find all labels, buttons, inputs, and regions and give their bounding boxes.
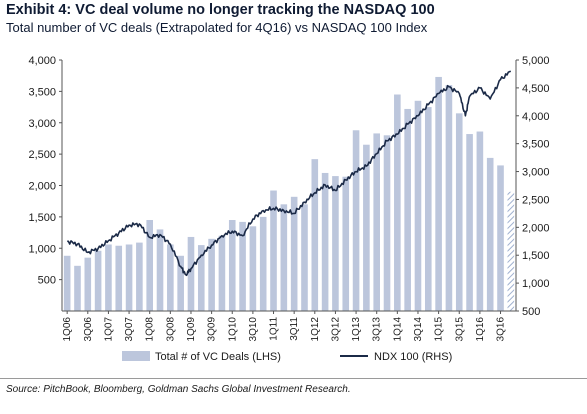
bar bbox=[84, 257, 92, 311]
bar bbox=[115, 245, 123, 311]
x-tick-label: 1Q12 bbox=[310, 317, 321, 342]
bar bbox=[373, 133, 380, 311]
footer-divider bbox=[0, 378, 587, 379]
y-right-tick-label: 2,500 bbox=[522, 194, 550, 206]
x-tick-label: 3Q14 bbox=[413, 317, 424, 342]
bar bbox=[63, 255, 71, 311]
bar bbox=[136, 242, 143, 311]
bar bbox=[476, 131, 484, 311]
x-tick-label: 3Q16 bbox=[496, 317, 507, 342]
bar bbox=[177, 255, 184, 311]
bar bbox=[404, 108, 411, 311]
legend-label-line: NDX 100 (RHS) bbox=[374, 351, 452, 363]
x-tick-label: 1Q06 bbox=[62, 317, 73, 342]
y-left-tick-label: 1,000 bbox=[28, 243, 56, 255]
y-left-tick-label: 500 bbox=[38, 275, 56, 287]
chart-title: Exhibit 4: VC deal volume no longer trac… bbox=[6, 2, 435, 18]
bar bbox=[197, 245, 205, 311]
bar bbox=[74, 265, 81, 311]
legend-label-bars: Total # of VC Deals (LHS) bbox=[155, 351, 281, 363]
x-tick-label: 3Q07 bbox=[124, 317, 135, 342]
bar bbox=[290, 196, 298, 311]
bar bbox=[270, 190, 277, 311]
bars-layer bbox=[63, 76, 515, 312]
bar bbox=[311, 159, 319, 311]
bar bbox=[280, 204, 288, 311]
y-right-tick-label: 5,000 bbox=[522, 55, 550, 67]
bar bbox=[94, 250, 102, 311]
bar bbox=[259, 216, 267, 312]
bar bbox=[125, 244, 133, 311]
axes-layer: 500 1,000 1,500 2,000 2,500 3,000 3,500 4,000 50… bbox=[28, 55, 549, 342]
y-right-tick-label: 2,000 bbox=[522, 222, 550, 234]
bar bbox=[435, 76, 442, 311]
bar-extrapolated bbox=[507, 191, 515, 311]
y-right-tick-label: 3,500 bbox=[522, 139, 550, 151]
line-layer bbox=[67, 70, 512, 277]
x-tick-label: 3Q08 bbox=[165, 317, 176, 342]
x-tick-label: 3Q10 bbox=[248, 317, 259, 342]
bar bbox=[239, 221, 246, 311]
y-right-tick-label: 3,000 bbox=[522, 167, 550, 179]
bar bbox=[497, 165, 504, 311]
bar bbox=[383, 135, 391, 311]
chart-subtitle: Total number of VC deals (Extrapolated f… bbox=[6, 20, 428, 35]
x-tick-label: 1Q15 bbox=[434, 317, 445, 342]
x-tick-label: 1Q11 bbox=[269, 317, 280, 341]
y-right-tick-label: 500 bbox=[522, 306, 540, 318]
bar bbox=[486, 157, 494, 311]
x-tick-label: 1Q08 bbox=[145, 317, 156, 342]
bar bbox=[218, 235, 226, 311]
y-right-tick-label: 4,000 bbox=[522, 111, 550, 123]
y-left-tick-label: 2,000 bbox=[28, 181, 56, 193]
bar bbox=[342, 176, 350, 311]
bar bbox=[105, 244, 112, 311]
x-tick-label: 1Q07 bbox=[103, 317, 114, 342]
source-note: Source: PitchBook, Bloomberg, Goldman Sa… bbox=[6, 384, 351, 395]
x-tick-label: 3Q06 bbox=[83, 317, 94, 342]
y-right-tick-label: 1,000 bbox=[522, 278, 550, 290]
bar bbox=[321, 172, 329, 311]
x-tick-label: 1Q13 bbox=[351, 317, 362, 342]
y-left-tick-label: 1,500 bbox=[28, 212, 56, 224]
x-tick-label: 1Q14 bbox=[392, 317, 403, 342]
x-tick-label: 3Q11 bbox=[289, 317, 300, 341]
y-right-tick-label: 1,500 bbox=[522, 250, 550, 262]
ndx-line bbox=[67, 70, 512, 277]
bar bbox=[414, 100, 422, 311]
x-tick-label: 1Q10 bbox=[227, 317, 238, 342]
bar bbox=[394, 94, 401, 311]
bar bbox=[455, 113, 463, 311]
x-tick-label: 3Q12 bbox=[330, 317, 341, 342]
bar bbox=[156, 229, 164, 311]
x-tick-label: 3Q09 bbox=[207, 317, 218, 342]
bar bbox=[167, 244, 174, 311]
chart-svg: 500 1,000 1,500 2,000 2,500 3,000 3,500 4,000 50… bbox=[28, 55, 549, 363]
y-left-tick-label: 3,000 bbox=[28, 118, 56, 130]
bar bbox=[352, 130, 360, 311]
x-tick-label: 1Q09 bbox=[186, 317, 197, 342]
bar bbox=[445, 85, 453, 311]
y-right-tick-label: 4,500 bbox=[522, 83, 550, 95]
bar bbox=[466, 134, 473, 311]
bar bbox=[363, 144, 370, 311]
y-left-tick-label: 4,000 bbox=[28, 55, 56, 67]
legend-swatch-bars bbox=[122, 351, 150, 361]
x-tick-label: 3Q15 bbox=[454, 317, 465, 342]
bar bbox=[146, 220, 153, 311]
bar bbox=[249, 226, 257, 311]
legend: Total # of VC Deals (LHS) NDX 100 (RHS) bbox=[122, 351, 452, 363]
y-left-tick-label: 3,500 bbox=[28, 86, 56, 98]
bar bbox=[424, 107, 432, 311]
bar bbox=[187, 236, 195, 311]
y-left-tick-label: 2,500 bbox=[28, 149, 56, 161]
x-tick-label: 1Q16 bbox=[475, 317, 486, 342]
bar bbox=[301, 204, 308, 311]
bar bbox=[332, 176, 339, 311]
bar bbox=[208, 238, 215, 311]
x-tick-label: 3Q13 bbox=[372, 317, 383, 342]
bar bbox=[228, 220, 236, 311]
